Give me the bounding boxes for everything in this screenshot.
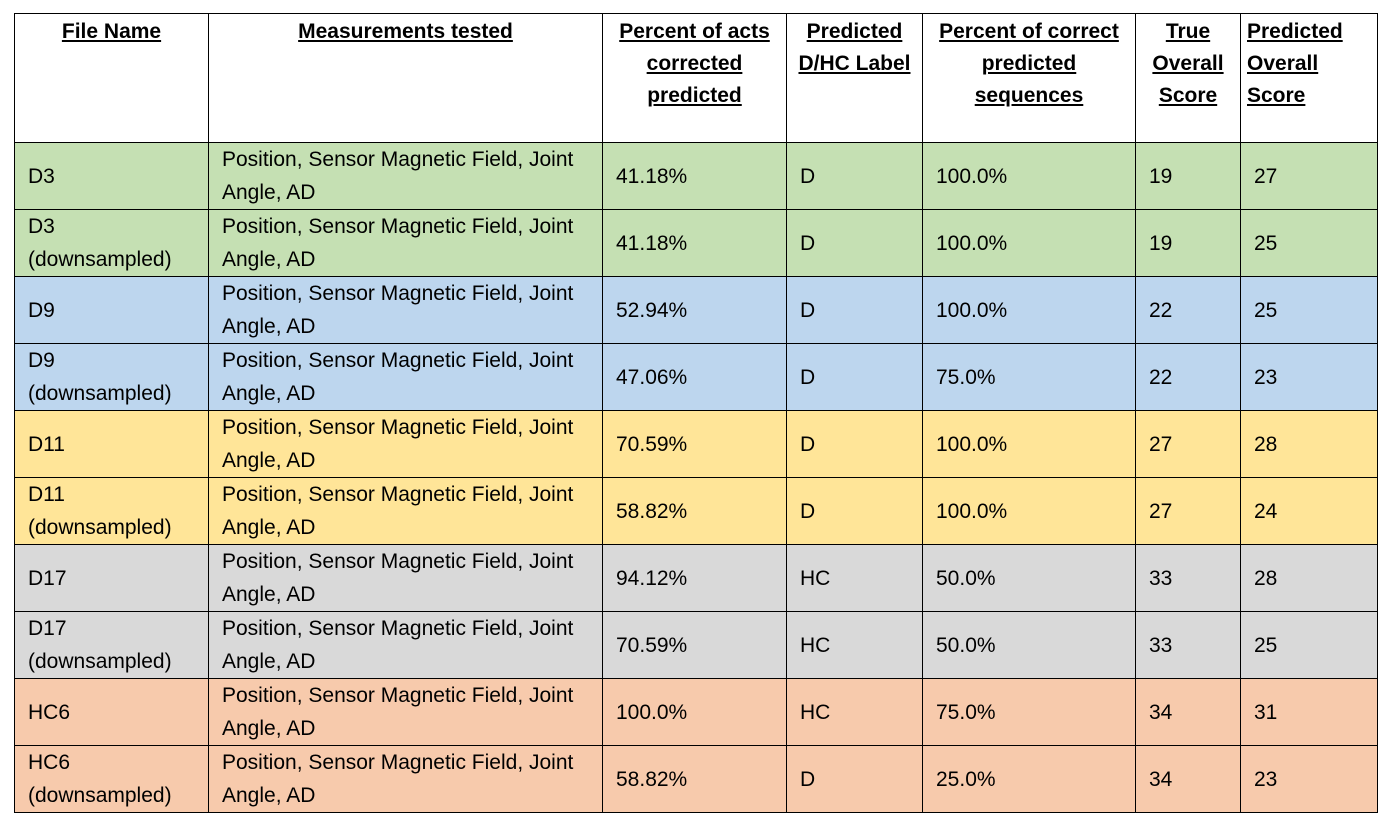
cell-file-name: D3 (downsampled) <box>14 209 209 277</box>
cell-predicted-overall-score: 23 <box>1240 745 1378 813</box>
cell-percent-sequences: 75.0% <box>922 343 1136 411</box>
table-row: D9 Position, Sensor Magnetic Field, Joint… <box>14 276 1378 344</box>
cell-true-overall-score: 19 <box>1135 142 1241 210</box>
table-row: D9 (downsampled) Position, Sensor Magneti… <box>14 343 1378 411</box>
cell-percent-acts-predicted: 58.82% <box>602 477 787 545</box>
header-true-overall-score: True Overall Score <box>1135 13 1241 143</box>
cell-percent-acts-predicted: 41.18% <box>602 209 787 277</box>
cell-file-name: HC6 (downsampled) <box>14 745 209 813</box>
cell-predicted-label: D <box>786 209 923 277</box>
table-row: HC6 Position, Sensor Magnetic Field, Join… <box>14 678 1378 746</box>
cell-measurements-tested: Position, Sensor Magnetic Field, Joint A… <box>208 276 603 344</box>
cell-file-name: D17 <box>14 544 209 612</box>
cell-predicted-label: HC <box>786 544 923 612</box>
cell-percent-acts-predicted: 70.59% <box>602 611 787 679</box>
cell-percent-acts-predicted: 41.18% <box>602 142 787 210</box>
cell-file-name: D17 (downsampled) <box>14 611 209 679</box>
cell-percent-sequences: 75.0% <box>922 678 1136 746</box>
table-body: D3 Position, Sensor Magnetic Field, Joint… <box>14 142 1378 813</box>
cell-predicted-label: D <box>786 276 923 344</box>
cell-percent-sequences: 50.0% <box>922 544 1136 612</box>
cell-measurements-tested: Position, Sensor Magnetic Field, Joint A… <box>208 745 603 813</box>
cell-percent-acts-predicted: 58.82% <box>602 745 787 813</box>
cell-measurements-tested: Position, Sensor Magnetic Field, Joint A… <box>208 678 603 746</box>
cell-predicted-overall-score: 25 <box>1240 209 1378 277</box>
cell-file-name: D3 <box>14 142 209 210</box>
table-row: D3 Position, Sensor Magnetic Field, Joint… <box>14 142 1378 210</box>
cell-measurements-tested: Position, Sensor Magnetic Field, Joint A… <box>208 410 603 478</box>
cell-file-name: HC6 <box>14 678 209 746</box>
cell-percent-acts-predicted: 52.94% <box>602 276 787 344</box>
cell-true-overall-score: 34 <box>1135 678 1241 746</box>
table-row: D11 Position, Sensor Magnetic Field, Join… <box>14 410 1378 478</box>
cell-predicted-label: D <box>786 343 923 411</box>
header-measurements-tested: Measurements tested <box>208 13 603 143</box>
header-predicted-overall-score: Predicted Overall Score <box>1240 13 1378 143</box>
header-file-name: File Name <box>14 13 209 143</box>
cell-true-overall-score: 22 <box>1135 276 1241 344</box>
cell-predicted-label: D <box>786 410 923 478</box>
cell-percent-sequences: 100.0% <box>922 410 1136 478</box>
cell-true-overall-score: 33 <box>1135 544 1241 612</box>
cell-predicted-overall-score: 28 <box>1240 544 1378 612</box>
cell-measurements-tested: Position, Sensor Magnetic Field, Joint A… <box>208 544 603 612</box>
cell-predicted-label: HC <box>786 611 923 679</box>
cell-measurements-tested: Position, Sensor Magnetic Field, Joint A… <box>208 209 603 277</box>
cell-measurements-tested: Position, Sensor Magnetic Field, Joint A… <box>208 477 603 545</box>
cell-percent-acts-predicted: 70.59% <box>602 410 787 478</box>
cell-file-name: D11 <box>14 410 209 478</box>
table-row: D17 (downsampled) Position, Sensor Magnet… <box>14 611 1378 679</box>
cell-true-overall-score: 19 <box>1135 209 1241 277</box>
cell-predicted-overall-score: 24 <box>1240 477 1378 545</box>
cell-percent-sequences: 100.0% <box>922 142 1136 210</box>
cell-predicted-overall-score: 25 <box>1240 611 1378 679</box>
header-row: File Name Measurements tested Percent of… <box>14 13 1378 143</box>
cell-true-overall-score: 33 <box>1135 611 1241 679</box>
table-row: HC6 (downsampled) Position, Sensor Magnet… <box>14 745 1378 813</box>
cell-percent-acts-predicted: 100.0% <box>602 678 787 746</box>
cell-predicted-overall-score: 27 <box>1240 142 1378 210</box>
cell-percent-acts-predicted: 94.12% <box>602 544 787 612</box>
cell-percent-sequences: 100.0% <box>922 477 1136 545</box>
cell-percent-acts-predicted: 47.06% <box>602 343 787 411</box>
table-row: D11 (downsampled) Position, Sensor Magnet… <box>14 477 1378 545</box>
cell-predicted-label: D <box>786 745 923 813</box>
table-row: D17 Position, Sensor Magnetic Field, Join… <box>14 544 1378 612</box>
header-percent-acts-predicted: Percent of acts corrected predicted <box>602 13 787 143</box>
cell-measurements-tested: Position, Sensor Magnetic Field, Joint A… <box>208 142 603 210</box>
cell-predicted-overall-score: 31 <box>1240 678 1378 746</box>
cell-predicted-overall-score: 28 <box>1240 410 1378 478</box>
cell-predicted-label: D <box>786 142 923 210</box>
results-table: File Name Measurements tested Percent of… <box>14 13 1378 813</box>
table-header: File Name Measurements tested Percent of… <box>14 13 1378 143</box>
cell-true-overall-score: 22 <box>1135 343 1241 411</box>
cell-true-overall-score: 27 <box>1135 410 1241 478</box>
cell-percent-sequences: 100.0% <box>922 209 1136 277</box>
cell-percent-sequences: 50.0% <box>922 611 1136 679</box>
cell-true-overall-score: 34 <box>1135 745 1241 813</box>
cell-file-name: D11 (downsampled) <box>14 477 209 545</box>
cell-file-name: D9 (downsampled) <box>14 343 209 411</box>
cell-predicted-label: HC <box>786 678 923 746</box>
cell-predicted-label: D <box>786 477 923 545</box>
cell-predicted-overall-score: 25 <box>1240 276 1378 344</box>
cell-measurements-tested: Position, Sensor Magnetic Field, Joint A… <box>208 611 603 679</box>
cell-true-overall-score: 27 <box>1135 477 1241 545</box>
header-predicted-label: Predicted D/HC Label <box>786 13 923 143</box>
cell-file-name: D9 <box>14 276 209 344</box>
table-row: D3 (downsampled) Position, Sensor Magneti… <box>14 209 1378 277</box>
cell-percent-sequences: 25.0% <box>922 745 1136 813</box>
cell-predicted-overall-score: 23 <box>1240 343 1378 411</box>
cell-measurements-tested: Position, Sensor Magnetic Field, Joint A… <box>208 343 603 411</box>
header-percent-sequences: Percent of correct predicted sequences <box>922 13 1136 143</box>
cell-percent-sequences: 100.0% <box>922 276 1136 344</box>
